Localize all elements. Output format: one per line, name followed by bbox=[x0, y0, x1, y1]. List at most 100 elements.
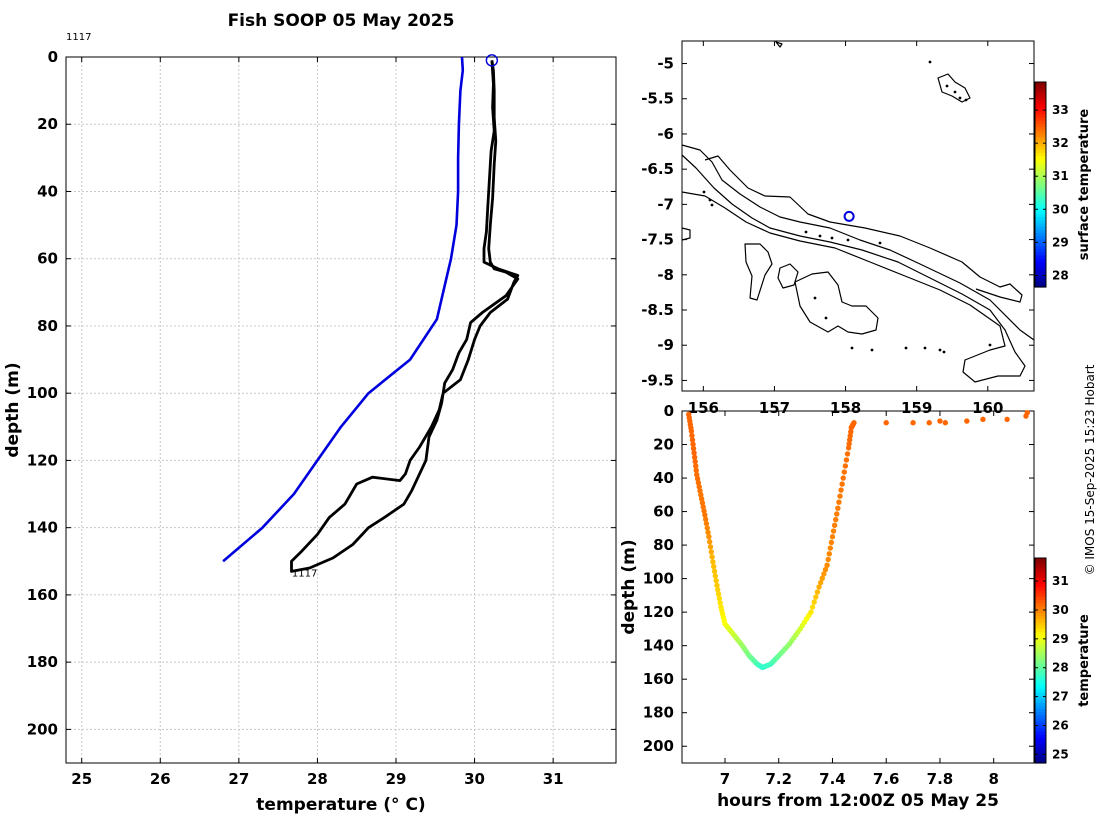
coastline-2 bbox=[704, 155, 1023, 303]
trace-point bbox=[910, 420, 916, 426]
colorbar-swatch bbox=[1035, 561, 1046, 566]
trace-point bbox=[851, 420, 857, 426]
x-tick-label: 159 bbox=[901, 399, 932, 417]
trace-point bbox=[693, 463, 699, 469]
colorbar-swatch bbox=[1035, 609, 1046, 614]
trace-point bbox=[829, 534, 836, 540]
colorbar-tick-label: 33 bbox=[1052, 103, 1069, 117]
y-tick-label: 140 bbox=[643, 637, 674, 655]
coastline-3 bbox=[744, 243, 773, 301]
y-tick-label: -9.5 bbox=[641, 371, 674, 389]
colorbar-swatch bbox=[1035, 213, 1046, 218]
y-tick-label: -5 bbox=[657, 55, 674, 73]
colorbar-swatch bbox=[1035, 638, 1046, 642]
colorbar-swatch bbox=[1035, 718, 1046, 722]
trace-point bbox=[702, 516, 709, 522]
island-dot bbox=[818, 234, 822, 238]
colorbar-swatch bbox=[1035, 631, 1046, 636]
trace-point bbox=[707, 544, 714, 550]
island-dot bbox=[964, 98, 968, 102]
trace-point bbox=[697, 488, 703, 494]
colorbar-tick-label: 31 bbox=[1052, 169, 1069, 183]
colorbar-swatch bbox=[1035, 210, 1046, 214]
colorbar-swatch bbox=[1035, 235, 1046, 240]
trace-point bbox=[711, 563, 717, 570]
x-tick-label: 7.2 bbox=[765, 770, 792, 788]
colorbar-swatch bbox=[1035, 644, 1046, 649]
colorbar-swatch bbox=[1035, 574, 1046, 578]
island-dot bbox=[923, 346, 927, 350]
trace-point bbox=[698, 496, 705, 502]
trace-point bbox=[712, 573, 719, 579]
island-dot bbox=[942, 350, 946, 354]
trace-point bbox=[842, 463, 849, 469]
y-tick-label: 120 bbox=[643, 603, 674, 621]
trace-point bbox=[694, 471, 700, 478]
colorbar-swatch bbox=[1035, 245, 1046, 250]
trace-point bbox=[695, 480, 702, 486]
trace-point bbox=[827, 545, 834, 551]
x-tick-label: 158 bbox=[830, 399, 861, 417]
colorbar-swatch bbox=[1035, 570, 1046, 575]
trace-point bbox=[836, 499, 842, 505]
x-axis-label: temperature (° C) bbox=[256, 795, 425, 815]
island-dot bbox=[830, 236, 834, 240]
trace-point bbox=[689, 437, 696, 443]
colorbar-tick-label: 29 bbox=[1052, 235, 1069, 249]
trace-point bbox=[715, 586, 721, 593]
trace-point bbox=[702, 512, 708, 518]
trace-point bbox=[942, 420, 949, 426]
colorbar-label: surface temperature bbox=[1077, 109, 1092, 261]
colorbar-tick-label: 32 bbox=[1052, 136, 1069, 150]
colorbar-swatch bbox=[1035, 746, 1046, 751]
colorbar-swatch bbox=[1035, 586, 1046, 591]
colorbar-swatch bbox=[1035, 270, 1046, 275]
colorbar-swatch bbox=[1035, 139, 1046, 144]
colorbar-swatch bbox=[1035, 194, 1046, 198]
coastline-0 bbox=[681, 144, 1035, 341]
trace-point bbox=[698, 492, 704, 498]
colorbar-swatch bbox=[1035, 114, 1046, 118]
colorbar-swatch bbox=[1035, 226, 1046, 230]
colorbar-swatch bbox=[1035, 258, 1046, 262]
colorbar-swatch bbox=[1035, 682, 1046, 687]
y-tick-label: 140 bbox=[27, 519, 58, 537]
x-tick-label: 29 bbox=[386, 770, 407, 788]
trace-point bbox=[713, 577, 719, 584]
trace-point bbox=[711, 568, 718, 574]
island-dot bbox=[846, 238, 850, 242]
trace-point bbox=[811, 599, 817, 605]
colorbar-swatch bbox=[1035, 264, 1046, 269]
trace-point bbox=[808, 609, 814, 615]
colorbar-swatch bbox=[1035, 753, 1046, 758]
trace-point bbox=[846, 441, 852, 447]
x-tick-label: 28 bbox=[307, 770, 328, 788]
trace-point bbox=[832, 516, 839, 523]
trace-point bbox=[814, 589, 821, 595]
trace-point bbox=[709, 554, 715, 560]
trace-point bbox=[816, 584, 822, 590]
y-axis-label: depth (m) bbox=[619, 539, 639, 634]
colorbar-swatch bbox=[1035, 606, 1046, 610]
colorbar-swatch bbox=[1035, 567, 1046, 572]
colorbar-swatch bbox=[1035, 593, 1046, 598]
colorbar-swatch bbox=[1035, 174, 1046, 179]
trace-point bbox=[828, 539, 835, 546]
y-tick-label: 0 bbox=[48, 48, 58, 66]
y-tick-label: 80 bbox=[653, 536, 674, 554]
coastline-6 bbox=[681, 227, 691, 241]
colorbar-swatch bbox=[1035, 647, 1046, 652]
colorbar-swatch bbox=[1035, 184, 1046, 189]
colorbar-swatch bbox=[1035, 254, 1046, 259]
x-tick-label: 8 bbox=[988, 770, 998, 788]
trace-point bbox=[701, 508, 707, 514]
y-tick-label: 20 bbox=[653, 436, 674, 454]
colorbar-swatch bbox=[1035, 85, 1046, 90]
colorbar-swatch bbox=[1035, 654, 1046, 658]
colorbar-swatch bbox=[1035, 564, 1046, 569]
colorbar-swatch bbox=[1035, 91, 1046, 96]
colorbar-swatch bbox=[1035, 152, 1046, 157]
colorbar-tick-label: 27 bbox=[1052, 690, 1069, 704]
colorbar-swatch bbox=[1035, 737, 1046, 742]
colorbar-swatch bbox=[1035, 602, 1046, 607]
